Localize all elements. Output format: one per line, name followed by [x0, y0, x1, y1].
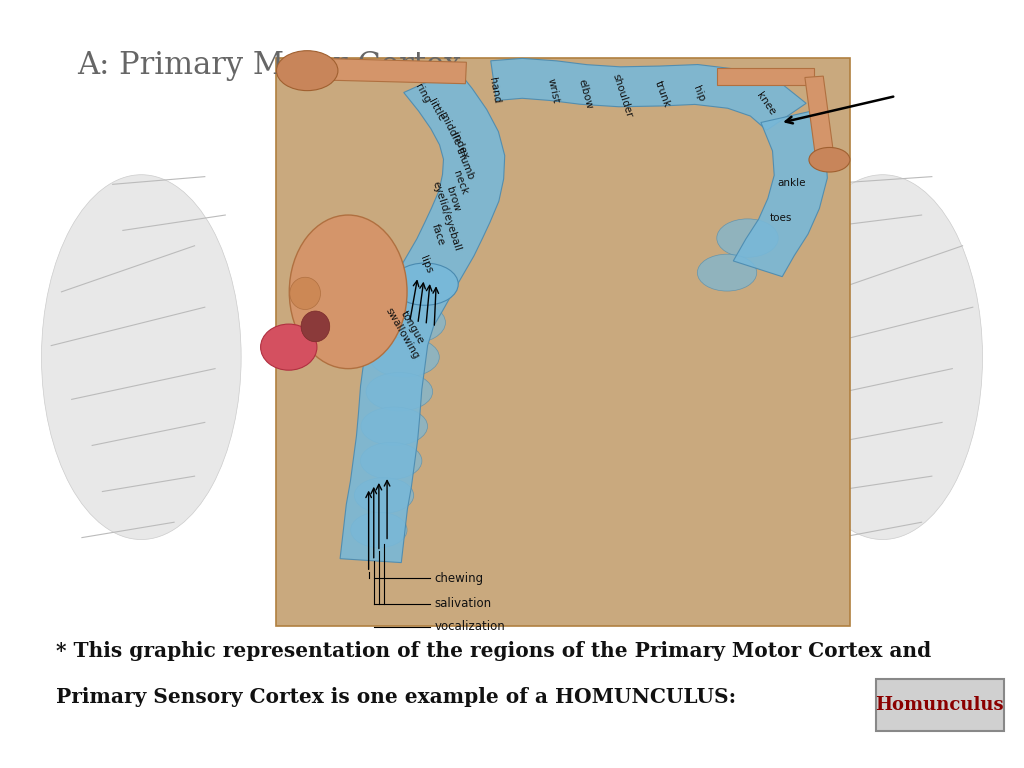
Text: thumb: thumb — [454, 146, 476, 181]
Text: Homunculus: Homunculus — [876, 696, 1004, 714]
Ellipse shape — [367, 372, 432, 411]
Text: vocalization: vocalization — [434, 621, 505, 633]
Text: hip: hip — [691, 84, 706, 103]
Text: trunk: trunk — [653, 80, 672, 109]
Text: index: index — [450, 131, 470, 161]
Text: * This graphic representation of the regions of the Primary Motor Cortex and: * This graphic representation of the reg… — [56, 641, 932, 661]
Text: ring: ring — [414, 82, 432, 105]
Ellipse shape — [354, 478, 414, 513]
Text: wrist: wrist — [546, 77, 560, 104]
Text: brow: brow — [443, 186, 462, 214]
Text: ankle: ankle — [777, 177, 806, 188]
FancyBboxPatch shape — [276, 58, 850, 626]
Ellipse shape — [361, 407, 428, 445]
Polygon shape — [733, 111, 827, 276]
Text: elbow: elbow — [577, 78, 595, 110]
Text: middle: middle — [437, 110, 462, 147]
Ellipse shape — [360, 442, 422, 479]
Text: neck: neck — [451, 170, 469, 196]
Ellipse shape — [276, 51, 338, 91]
FancyArrow shape — [317, 58, 466, 84]
Ellipse shape — [782, 175, 983, 539]
Text: tongue
swallowing: tongue swallowing — [384, 300, 431, 360]
Ellipse shape — [370, 337, 439, 377]
Text: Primary Sensory Cortex is one example of a HOMUNCULUS:: Primary Sensory Cortex is one example of… — [56, 687, 736, 707]
Ellipse shape — [42, 175, 242, 539]
Ellipse shape — [290, 277, 321, 310]
Text: eyelid/eyeball: eyelid/eyeball — [430, 180, 463, 253]
Text: little: little — [426, 97, 446, 123]
Polygon shape — [490, 58, 806, 130]
Ellipse shape — [301, 311, 330, 342]
Ellipse shape — [260, 324, 317, 370]
Text: shoulder: shoulder — [610, 72, 635, 118]
Text: face: face — [430, 222, 446, 247]
Text: hand: hand — [487, 77, 502, 104]
Ellipse shape — [697, 254, 757, 291]
Ellipse shape — [809, 147, 850, 172]
Ellipse shape — [717, 219, 778, 257]
Text: lips: lips — [418, 255, 434, 275]
Ellipse shape — [391, 263, 459, 305]
Text: chewing: chewing — [434, 572, 483, 584]
FancyBboxPatch shape — [876, 679, 1004, 731]
Ellipse shape — [289, 215, 408, 369]
Ellipse shape — [374, 302, 445, 344]
Ellipse shape — [350, 512, 408, 548]
Polygon shape — [340, 69, 505, 563]
FancyArrow shape — [717, 68, 814, 85]
Text: knee: knee — [755, 91, 777, 117]
Text: A: Primary Motor Cortex: A: Primary Motor Cortex — [77, 50, 461, 81]
Text: salivation: salivation — [434, 598, 492, 610]
Text: toes: toes — [770, 213, 793, 223]
FancyArrow shape — [805, 76, 834, 154]
